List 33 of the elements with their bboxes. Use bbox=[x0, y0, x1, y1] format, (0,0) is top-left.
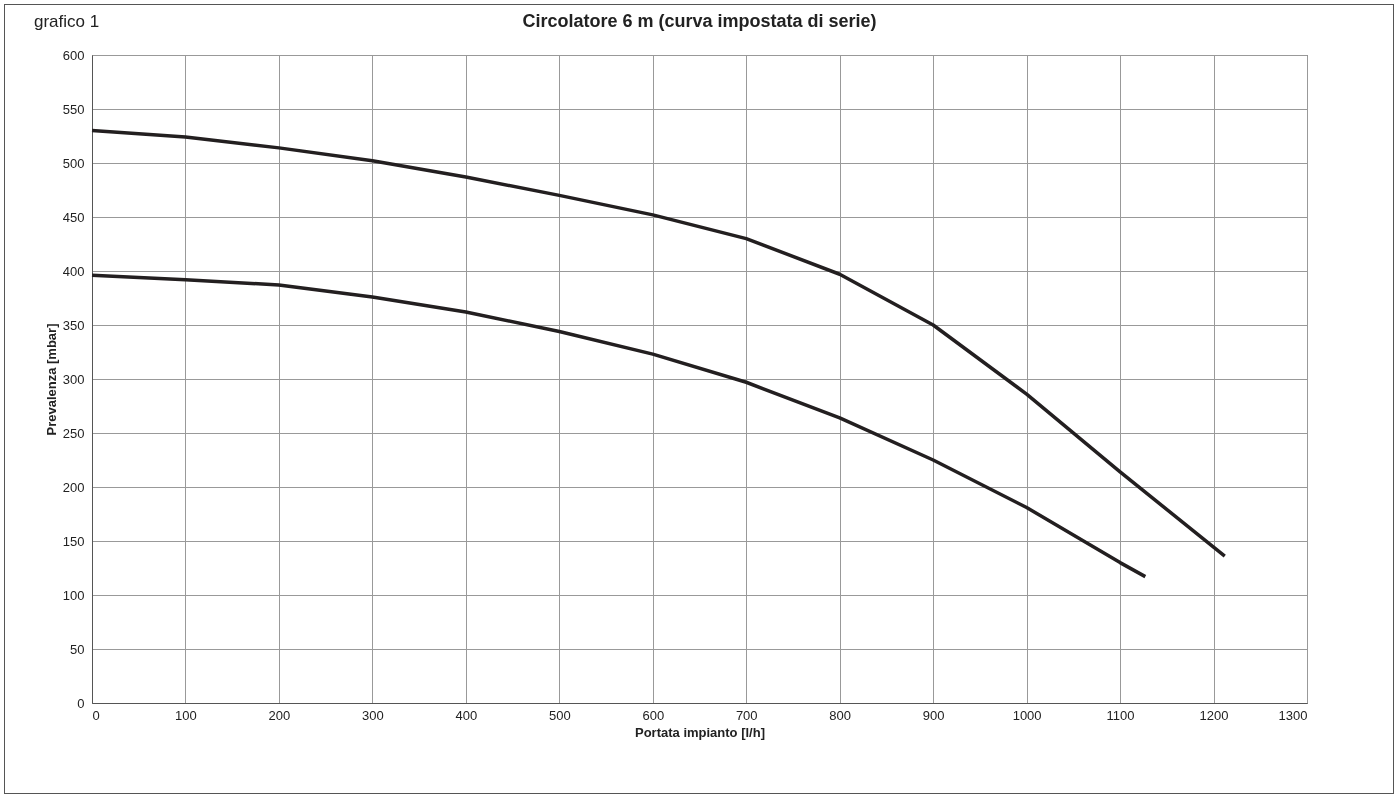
x-tick-label: 400 bbox=[455, 707, 478, 723]
x-tick-label: 100 bbox=[175, 707, 197, 723]
x-tick-label: 1300 bbox=[1278, 707, 1308, 723]
x-tick-label: 300 bbox=[362, 707, 384, 723]
text: grafico 1 bbox=[34, 12, 100, 32]
x-tick-label: 600 bbox=[642, 707, 665, 723]
y-tick-label: 600 bbox=[62, 47, 85, 63]
x-tick-label: 800 bbox=[829, 707, 852, 723]
x-tick-label: 900 bbox=[922, 707, 945, 723]
y-tick-label: 350 bbox=[62, 317, 85, 333]
y-tick-label: 250 bbox=[62, 425, 85, 441]
y-tick-label: 100 bbox=[62, 587, 85, 603]
y-tick-label: 200 bbox=[62, 479, 85, 495]
x-axis-title: Portata impianto [l/h] bbox=[635, 724, 765, 740]
x-tick-label: 0 bbox=[92, 707, 100, 723]
x-tick-label: 1200 bbox=[1199, 707, 1229, 723]
x-tick-label: 200 bbox=[268, 707, 291, 723]
x-tick-label: 700 bbox=[735, 707, 758, 723]
y-tick-label: 300 bbox=[62, 371, 85, 387]
line-series bbox=[90, 273, 1148, 579]
line-series bbox=[90, 128, 1227, 558]
y-tick-label: 400 bbox=[62, 263, 85, 279]
y-tick-label: 0 bbox=[77, 695, 85, 711]
y-tick-label: 50 bbox=[70, 641, 85, 657]
x-tick-label: 1100 bbox=[1106, 707, 1135, 723]
y-tick-label: 500 bbox=[62, 155, 85, 171]
x-tick-label: 1000 bbox=[1012, 707, 1042, 723]
y-tick-label: 150 bbox=[62, 533, 85, 549]
y-axis-title: Prevalenza [mbar] bbox=[43, 323, 59, 436]
chart-title: Circolatore 6 m (curva impostata di serie) bbox=[522, 11, 877, 31]
y-tick-label: 550 bbox=[62, 101, 85, 117]
y-tick-label: 450 bbox=[62, 209, 85, 225]
x-tick-label: 500 bbox=[548, 707, 571, 723]
